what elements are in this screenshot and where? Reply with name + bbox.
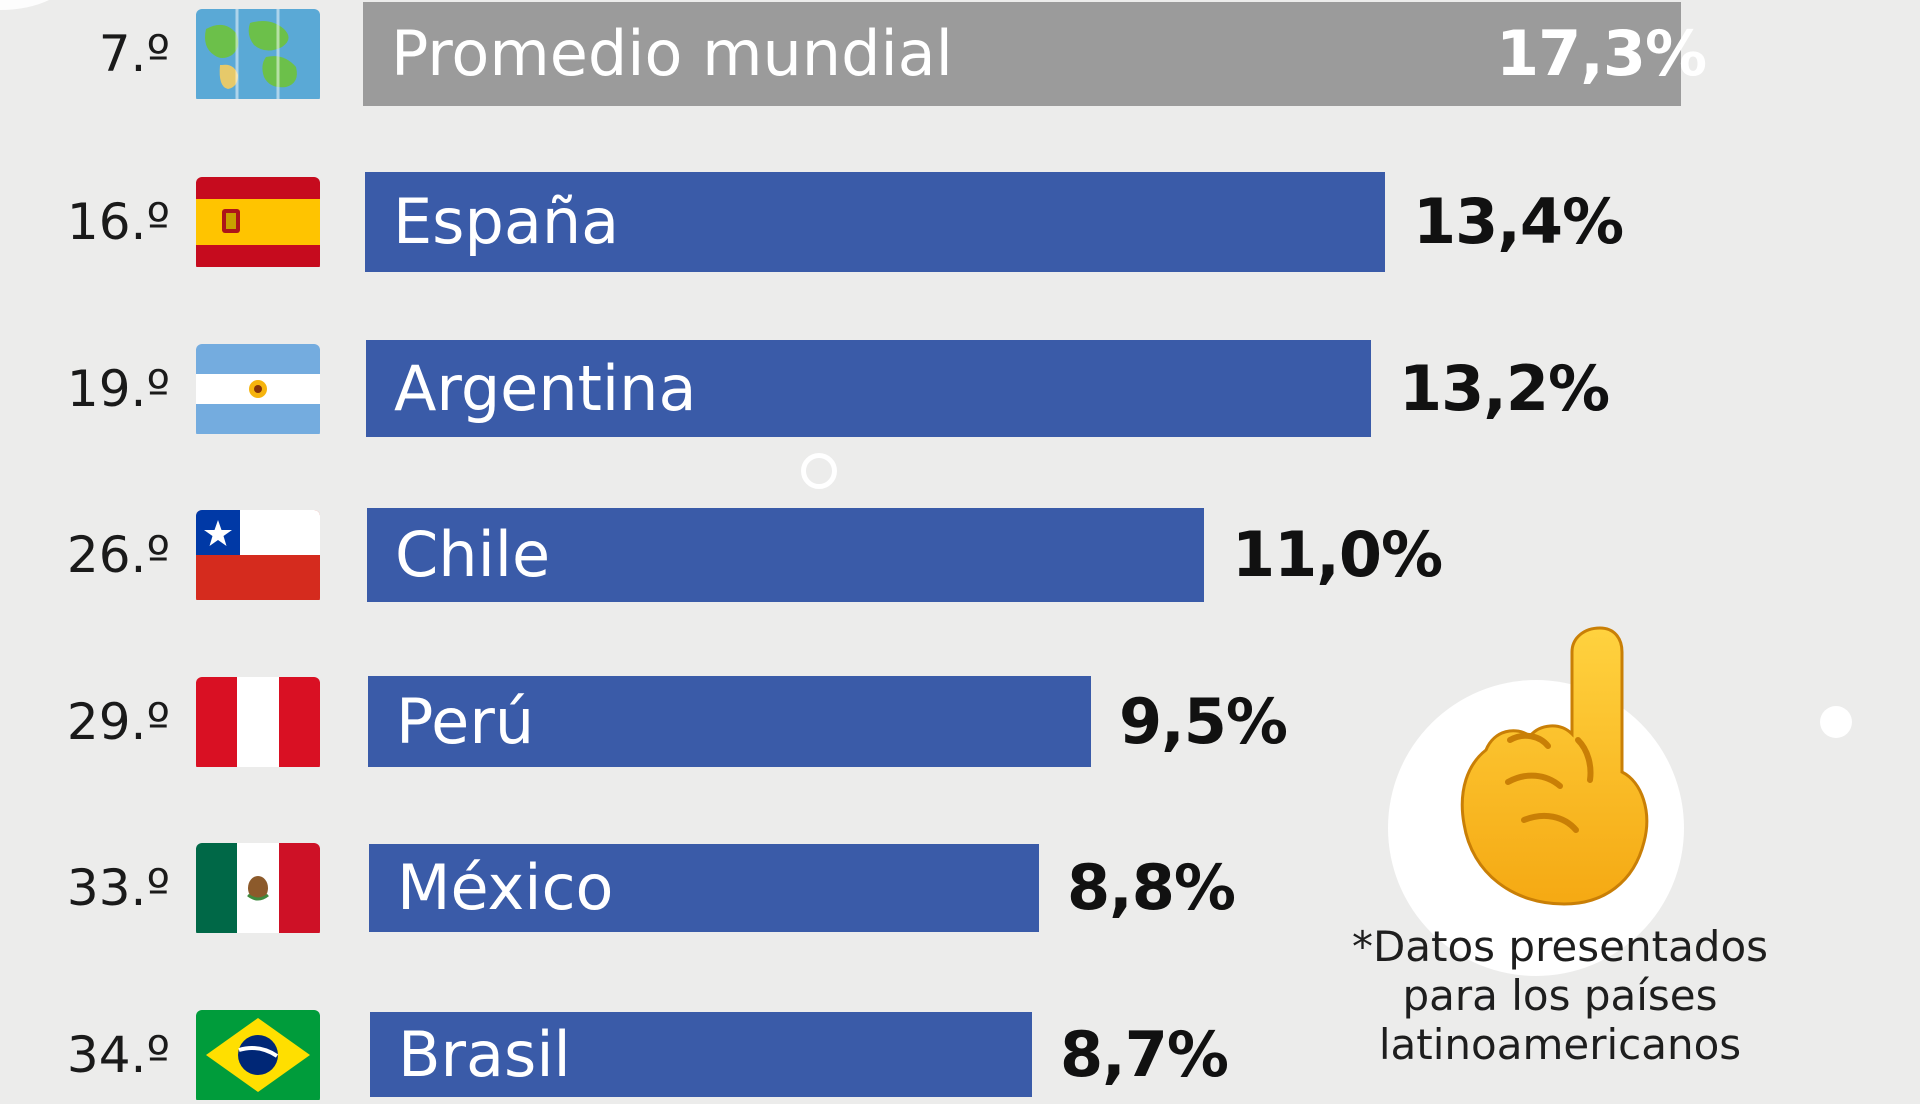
bar-value-label: 13,2% bbox=[1399, 351, 1610, 425]
bar-category-label: Argentina bbox=[394, 351, 697, 425]
footnote: *Datos presentados para los países latin… bbox=[1320, 922, 1800, 1069]
bar-category-label: México bbox=[397, 851, 614, 924]
mexico-flag-icon bbox=[196, 843, 320, 937]
bar-category-label: Chile bbox=[395, 518, 551, 591]
rank-label: 19.º bbox=[66, 359, 170, 418]
bar-value-label: 8,8% bbox=[1067, 851, 1236, 924]
bar-value-label: 9,5% bbox=[1119, 684, 1288, 758]
bar-value-label: 11,0% bbox=[1232, 518, 1443, 591]
decor-ring-center bbox=[801, 453, 837, 489]
bar-category-label: Perú bbox=[396, 684, 535, 758]
footnote-line-2: para los países bbox=[1402, 971, 1718, 1021]
bar: España bbox=[365, 172, 1385, 272]
world-map-icon bbox=[196, 9, 320, 103]
decor-circle-top-left bbox=[0, 0, 70, 10]
rank-label: 16.º bbox=[66, 193, 170, 251]
bar: Argentina bbox=[366, 340, 1371, 437]
decor-dot-right bbox=[1820, 706, 1852, 738]
bar: Perú bbox=[368, 676, 1091, 767]
rank-label: 7.º bbox=[98, 25, 170, 83]
bar: Chile bbox=[367, 508, 1204, 602]
bar-value-label: 8,7% bbox=[1060, 1017, 1229, 1091]
bar-value-label: 17,3% bbox=[1496, 17, 1707, 90]
bar-value-label: 13,4% bbox=[1413, 185, 1624, 258]
rank-label: 29.º bbox=[66, 692, 170, 751]
footnote-line-1: *Datos presentados bbox=[1351, 922, 1769, 971]
bar-category-label: Promedio mundial bbox=[391, 17, 953, 90]
bar-category-label: España bbox=[393, 185, 620, 258]
rank-label: 34.º bbox=[66, 1025, 170, 1084]
rank-label: 26.º bbox=[66, 526, 170, 584]
bar-category-label: Brasil bbox=[398, 1017, 571, 1091]
peru-flag-icon bbox=[196, 676, 320, 771]
chile-flag-icon bbox=[196, 510, 320, 604]
index-pointing-up-icon bbox=[1460, 626, 1649, 906]
bar: Promedio mundial bbox=[363, 2, 1681, 106]
footnote-line-3: latinoamericanos bbox=[1378, 1020, 1742, 1070]
spain-flag-icon bbox=[196, 177, 320, 271]
argentina-flag-icon bbox=[196, 343, 320, 438]
bar: México bbox=[369, 844, 1039, 932]
brazil-flag-icon bbox=[196, 1009, 320, 1104]
rank-label: 33.º bbox=[66, 859, 170, 917]
bar: Brasil bbox=[370, 1012, 1032, 1097]
